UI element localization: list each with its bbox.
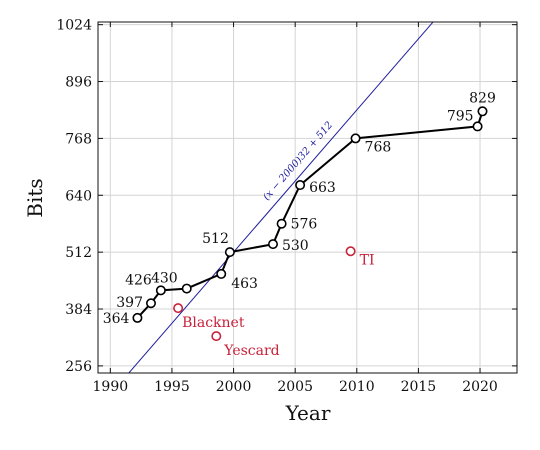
standalone-point-label: Yescard bbox=[223, 343, 279, 359]
record-point bbox=[224, 247, 235, 258]
y-axis-title: Bits bbox=[23, 178, 47, 217]
x-tick-label: 1995 bbox=[154, 379, 190, 395]
record-point bbox=[295, 180, 306, 191]
x-tick-label: 2020 bbox=[462, 379, 498, 395]
standalone-point bbox=[173, 303, 184, 314]
record-point-label: 663 bbox=[309, 180, 336, 196]
record-point bbox=[155, 285, 166, 296]
y-tick-label: 256 bbox=[65, 359, 92, 375]
record-point-label: 463 bbox=[231, 276, 258, 292]
record-point bbox=[267, 239, 278, 250]
record-point-label: 768 bbox=[365, 139, 392, 155]
record-point bbox=[477, 106, 488, 117]
y-tick-label: 384 bbox=[65, 302, 92, 318]
x-tick-label: 2000 bbox=[216, 379, 252, 395]
standalone-point-label: Blacknet bbox=[182, 315, 245, 331]
record-point bbox=[216, 268, 227, 279]
record-point bbox=[145, 298, 156, 309]
record-point-label: 397 bbox=[116, 295, 143, 311]
record-point-label: 530 bbox=[282, 238, 309, 254]
fit-line bbox=[128, 22, 434, 373]
grid bbox=[98, 22, 517, 373]
record-point bbox=[350, 133, 361, 144]
fit-line-group bbox=[128, 22, 434, 373]
record-point bbox=[472, 121, 483, 132]
record-point-label: 795 bbox=[447, 108, 474, 124]
y-tick-label: 640 bbox=[65, 188, 92, 204]
record-point-label: 426 bbox=[125, 272, 152, 288]
record-point-label: 364 bbox=[103, 311, 130, 327]
record-point-label: 576 bbox=[291, 217, 318, 233]
standalone-point bbox=[345, 246, 356, 257]
x-tick-label: 1990 bbox=[93, 379, 129, 395]
y-tick-label: 512 bbox=[65, 245, 92, 261]
y-tick-label: 768 bbox=[65, 131, 92, 147]
standalone-point bbox=[211, 331, 222, 342]
y-tick-label: 896 bbox=[65, 75, 92, 91]
standalone-point-label: TI bbox=[360, 252, 375, 268]
x-tick-label: 2005 bbox=[277, 379, 313, 395]
x-tick-label: 2015 bbox=[401, 379, 437, 395]
x-tick-label: 2010 bbox=[339, 379, 375, 395]
record-point-label: 829 bbox=[469, 90, 496, 106]
record-point bbox=[276, 218, 287, 229]
plot-border bbox=[97, 21, 518, 374]
record-point-label: 430 bbox=[151, 271, 178, 287]
record-point-label: 512 bbox=[202, 231, 229, 247]
tick-labels: 1990 1995 2000 2005 2010 2015 2020 256 384 512 640… bbox=[56, 18, 497, 395]
record-point bbox=[181, 283, 192, 294]
plot-frame: (x − 2000)32 + 512 bbox=[97, 21, 518, 374]
x-axis-title: Year bbox=[285, 401, 331, 425]
record-point bbox=[132, 312, 143, 323]
y-tick-label: 1024 bbox=[56, 18, 92, 34]
